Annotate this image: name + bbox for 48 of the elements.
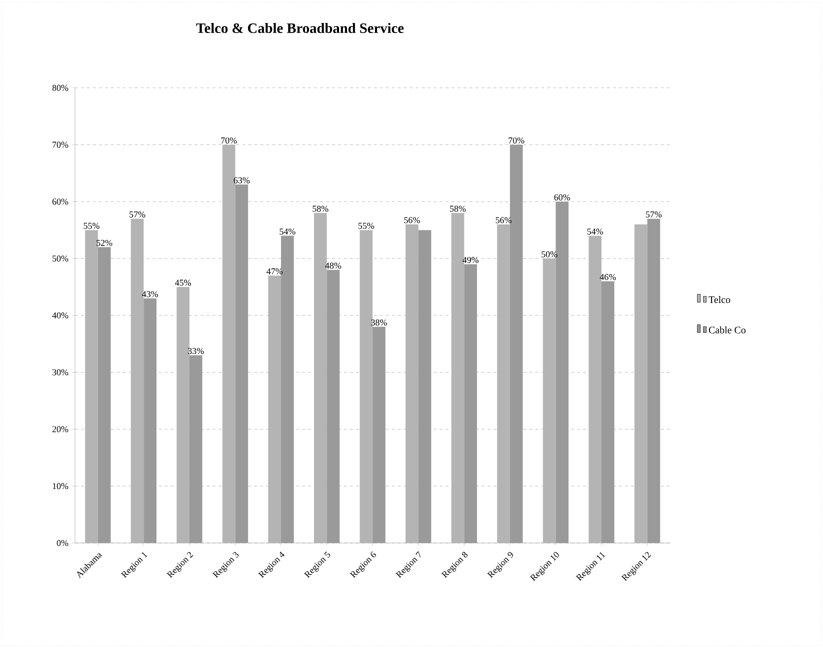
data-label: 55% [84,222,100,229]
legend-label: Cable Co [708,326,746,334]
data-label: 60% [554,194,570,200]
bar [360,230,373,543]
data-label: 54% [280,228,296,235]
legend-label: Telco [708,296,730,304]
y-tick-label: 30% [52,369,68,376]
data-label: 45% [175,280,191,286]
bar [451,213,464,543]
data-label: 56% [404,217,420,224]
data-label: 50% [542,251,558,258]
data-label: 33% [188,348,204,354]
bar [542,258,556,543]
bar [497,224,510,543]
data-label: 56% [496,217,512,224]
data-label: 43% [142,291,158,298]
data-label: 57% [130,211,146,218]
bar [176,286,190,543]
data-label: 70% [508,137,524,144]
bar [314,213,327,543]
bar [406,224,418,543]
chart-title: Telco & Cable Broadband Service [196,22,404,34]
bar [130,218,144,543]
data-label: 47% [266,268,283,274]
bar [85,230,98,543]
data-label: 38% [371,320,387,326]
data-label: 58% [450,206,466,212]
y-tick-label: 50% [52,255,68,262]
data-label: 54% [587,228,604,235]
data-label: 58% [312,206,328,212]
y-tick-label: 70% [52,142,68,148]
data-label: 52% [96,240,112,246]
data-label: 48% [325,262,342,269]
y-tick-label: 20% [52,426,68,432]
y-tick-label: 80% [52,84,68,91]
y-tick-label: 40% [52,312,68,318]
data-label: 49% [462,256,478,264]
bar [268,276,282,543]
bar [222,144,236,543]
y-tick-label: 10% [52,483,68,490]
data-label: 46% [600,274,616,280]
y-tick-label: 0% [56,540,68,546]
data-label: 63% [234,177,250,184]
data-label: 57% [646,211,662,218]
data-label: 55% [358,222,374,229]
bar [634,224,648,543]
data-label: 70% [221,137,237,144]
y-tick-label: 60% [52,198,68,205]
